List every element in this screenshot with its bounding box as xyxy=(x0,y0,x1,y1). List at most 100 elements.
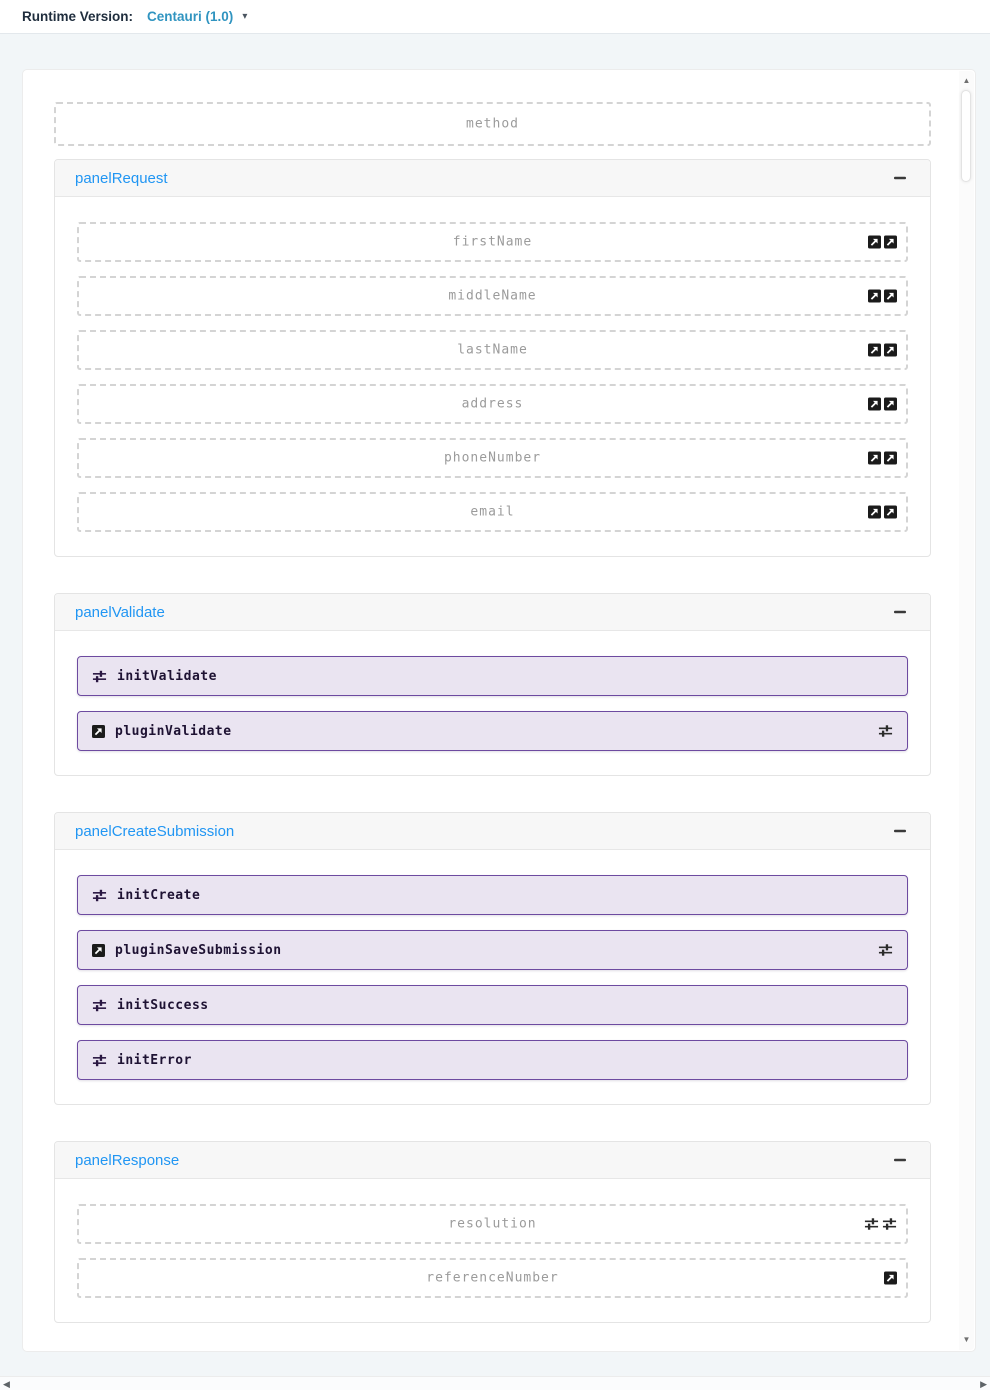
launch-icon xyxy=(884,343,897,357)
field-label: email xyxy=(470,504,515,520)
action-label: initSuccess xyxy=(117,997,209,1013)
field-lastName[interactable]: lastName xyxy=(77,330,908,370)
field-label: phoneNumber xyxy=(443,450,542,466)
vertical-scrollbar[interactable]: ▲ ▼ xyxy=(959,71,974,1350)
sliders-icon xyxy=(882,1217,897,1232)
runtime-version-dropdown[interactable]: Centauri (1.0) ▾ xyxy=(147,9,247,24)
scroll-right-arrow-icon[interactable]: ▶ xyxy=(980,1379,987,1389)
field-address[interactable]: address xyxy=(77,384,908,424)
row-icon-group xyxy=(868,235,897,249)
collapse-button[interactable] xyxy=(890,821,910,841)
launch-icon xyxy=(868,397,881,411)
panel-header[interactable]: panelCreateSubmission xyxy=(55,813,930,850)
launch-icon xyxy=(868,451,881,465)
minus-icon xyxy=(894,1154,906,1166)
panel-header[interactable]: panelRequest xyxy=(55,160,930,197)
launch-icon xyxy=(92,943,105,957)
caret-down-icon: ▾ xyxy=(242,10,248,22)
action-left-icon xyxy=(92,998,107,1013)
field-resolution[interactable]: resolution xyxy=(77,1204,908,1244)
launch-icon xyxy=(868,343,881,357)
minus-icon xyxy=(894,172,906,184)
panel-panelValidate: panelValidate initValidate pluginValidate xyxy=(54,593,931,776)
action-initSuccess[interactable]: initSuccess xyxy=(77,985,908,1025)
launch-icon xyxy=(884,235,897,249)
action-label: pluginValidate xyxy=(115,723,232,739)
action-initValidate[interactable]: initValidate xyxy=(77,656,908,696)
action-initError[interactable]: initError xyxy=(77,1040,908,1080)
runtime-version-label: Runtime Version: xyxy=(22,9,134,24)
launch-icon xyxy=(884,451,897,465)
panels: panelRequest firstName middleName lastName a… xyxy=(54,159,931,1323)
field-label: lastName xyxy=(457,342,528,358)
sliders-icon xyxy=(92,998,107,1013)
runtime-version-bar: Runtime Version: Centauri (1.0) ▾ xyxy=(0,0,990,34)
scroll-up-arrow-icon[interactable]: ▲ xyxy=(962,76,971,85)
row-icon-group xyxy=(868,397,897,411)
flow-editor-canvas: method panelRequest firstName middleName la… xyxy=(22,69,976,1352)
panel-body: firstName middleName lastName address phoneN… xyxy=(55,197,930,556)
launch-icon xyxy=(884,1271,897,1285)
launch-icon xyxy=(868,289,881,303)
panel-body: initCreate pluginSaveSubmission initSucces… xyxy=(55,850,930,1104)
field-label: firstName xyxy=(452,234,533,250)
vertical-scrollbar-thumb[interactable] xyxy=(961,90,971,182)
launch-icon xyxy=(884,505,897,519)
field-label: resolution xyxy=(448,1216,537,1232)
action-left-icon xyxy=(92,1053,107,1068)
sliders-icon xyxy=(92,1053,107,1068)
row-icon-group xyxy=(868,505,897,519)
sliders-icon xyxy=(92,669,107,684)
minus-icon xyxy=(894,825,906,837)
horizontal-scrollbar[interactable]: ◀ ▶ xyxy=(0,1376,990,1390)
panel-panelResponse: panelResponse resolution referenceNumber xyxy=(54,1141,931,1323)
field-middleName[interactable]: middleName xyxy=(77,276,908,316)
scroll-down-arrow-icon[interactable]: ▼ xyxy=(962,1335,971,1344)
launch-icon xyxy=(868,235,881,249)
sliders-icon xyxy=(878,724,893,739)
row-icon-group xyxy=(878,943,893,958)
field-label: method xyxy=(466,116,519,132)
row-icon-group xyxy=(868,343,897,357)
row-icon-group xyxy=(868,451,897,465)
action-pluginSaveSubmission[interactable]: pluginSaveSubmission xyxy=(77,930,908,970)
field-firstName[interactable]: firstName xyxy=(77,222,908,262)
flow-editor-content: method panelRequest firstName middleName la… xyxy=(23,70,975,1351)
action-left-icon xyxy=(92,943,105,957)
field-phoneNumber[interactable]: phoneNumber xyxy=(77,438,908,478)
field-label: middleName xyxy=(448,288,537,304)
field-method[interactable]: method xyxy=(54,102,931,146)
field-email[interactable]: email xyxy=(77,492,908,532)
row-icon-group xyxy=(884,1271,897,1285)
action-label: initCreate xyxy=(117,887,201,903)
field-label: referenceNumber xyxy=(426,1270,559,1286)
action-left-icon xyxy=(92,669,107,684)
panel-panelCreateSubmission: panelCreateSubmission initCreate pluginSav… xyxy=(54,812,931,1105)
panel-title: panelResponse xyxy=(75,1151,180,1169)
runtime-version-value: Centauri (1.0) xyxy=(147,9,234,24)
field-referenceNumber[interactable]: referenceNumber xyxy=(77,1258,908,1298)
panel-title: panelValidate xyxy=(75,603,165,621)
collapse-button[interactable] xyxy=(890,168,910,188)
action-label: pluginSaveSubmission xyxy=(115,942,282,958)
sliders-icon xyxy=(878,943,893,958)
action-initCreate[interactable]: initCreate xyxy=(77,875,908,915)
scroll-left-arrow-icon[interactable]: ◀ xyxy=(3,1379,10,1389)
launch-icon xyxy=(884,397,897,411)
panel-body: resolution referenceNumber xyxy=(55,1179,930,1322)
panel-header[interactable]: panelValidate xyxy=(55,594,930,631)
panel-header[interactable]: panelResponse xyxy=(55,1142,930,1179)
launch-icon xyxy=(92,724,105,738)
row-icon-group xyxy=(868,289,897,303)
collapse-button[interactable] xyxy=(890,602,910,622)
collapse-button[interactable] xyxy=(890,1150,910,1170)
panel-title: panelRequest xyxy=(75,169,168,187)
minus-icon xyxy=(894,606,906,618)
sliders-icon xyxy=(92,888,107,903)
launch-icon xyxy=(868,505,881,519)
action-left-icon xyxy=(92,724,105,738)
action-pluginValidate[interactable]: pluginValidate xyxy=(77,711,908,751)
field-label: address xyxy=(461,396,524,412)
action-left-icon xyxy=(92,888,107,903)
action-label: initValidate xyxy=(117,668,217,684)
